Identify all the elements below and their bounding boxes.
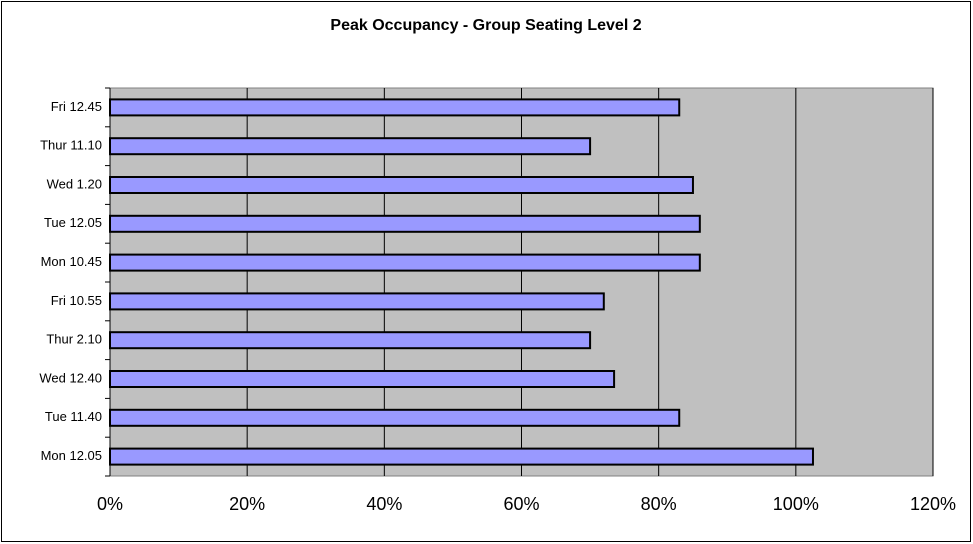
x-tick-label: 40%: [366, 494, 402, 514]
x-tick-label: 120%: [910, 494, 956, 514]
bar: [109, 176, 694, 194]
y-tick-label: Fri 12.45: [51, 99, 102, 114]
y-tick-label: Fri 10.55: [51, 293, 102, 308]
bar: [109, 408, 681, 427]
bar: [109, 137, 592, 156]
x-tick-label: 20%: [229, 494, 265, 514]
x-tick-label: 0%: [97, 494, 123, 514]
chart-title: Peak Occupancy - Group Seating Level 2: [330, 17, 641, 34]
x-tick-label: 60%: [503, 494, 539, 514]
bar: [109, 98, 681, 117]
y-tick-label: Tue 12.05: [44, 215, 102, 230]
y-tick-label: Wed 12.40: [39, 370, 102, 385]
x-tick-label: 80%: [641, 494, 677, 514]
y-tick-label: Wed 1.20: [47, 176, 102, 191]
y-tick-label: Tue 11.40: [45, 409, 102, 424]
y-tick-label: Mon 10.45: [41, 254, 102, 269]
bar: [109, 292, 605, 311]
y-tick-label: Thur 11.10: [40, 138, 102, 153]
y-tick-label: Mon 12.05: [41, 448, 102, 463]
bar: [109, 214, 701, 233]
bar: [109, 370, 616, 388]
bar: [109, 253, 701, 272]
x-tick-label: 100%: [773, 494, 819, 514]
bar: [109, 447, 814, 466]
bar: [109, 331, 592, 350]
y-tick-label: Thur 2.10: [46, 332, 102, 347]
